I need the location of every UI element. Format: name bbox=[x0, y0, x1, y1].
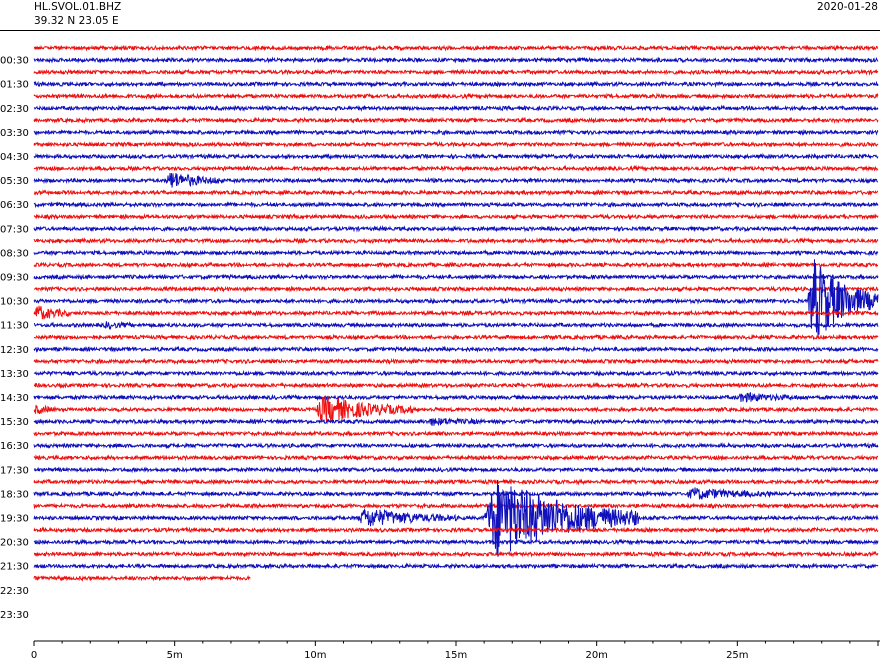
seismic-trace bbox=[33, 391, 879, 403]
hour-tick-label: 22:30 bbox=[0, 586, 29, 597]
seismic-trace bbox=[33, 333, 879, 342]
seismic-trace bbox=[33, 478, 879, 486]
seismic-trace bbox=[33, 164, 879, 173]
seismic-trace bbox=[33, 285, 879, 293]
header-divider bbox=[0, 30, 880, 31]
hour-tick-label: 00:30 bbox=[0, 56, 29, 67]
seismic-trace bbox=[33, 116, 879, 125]
seismic-trace bbox=[33, 104, 879, 112]
hour-tick-label: 14:30 bbox=[0, 393, 29, 404]
hour-tick-label: 05:30 bbox=[0, 176, 29, 187]
seismic-trace bbox=[33, 562, 879, 570]
seismic-trace bbox=[33, 417, 879, 427]
x-tick-label: 20m bbox=[585, 650, 607, 660]
hour-tick-label: 01:30 bbox=[0, 80, 29, 91]
seismic-trace bbox=[33, 487, 879, 500]
seismic-trace bbox=[33, 320, 879, 331]
hour-tick-label: 19:30 bbox=[0, 514, 29, 525]
hour-tick-label: 02:30 bbox=[0, 104, 29, 115]
hour-tick-label: 07:30 bbox=[0, 224, 29, 235]
x-tick-label: 10m bbox=[304, 650, 326, 660]
x-tick-label: 25m bbox=[726, 650, 748, 660]
seismic-trace bbox=[33, 152, 879, 161]
seismic-trace bbox=[33, 550, 879, 558]
seismic-trace bbox=[33, 261, 879, 269]
hour-tick-label: 16:30 bbox=[0, 441, 29, 452]
seismic-trace bbox=[33, 345, 879, 354]
hour-tick-label: 11:30 bbox=[0, 321, 29, 332]
hour-tick-label: 03:30 bbox=[0, 128, 29, 139]
seismic-trace bbox=[33, 188, 879, 197]
seismic-trace bbox=[33, 224, 879, 233]
station-coordinates: 39.32 N 23.05 E bbox=[34, 15, 119, 27]
hour-tick-label: 04:30 bbox=[0, 152, 29, 163]
seismic-trace bbox=[33, 249, 879, 257]
seismic-trace bbox=[33, 395, 879, 423]
seismic-trace bbox=[33, 479, 879, 557]
hour-tick-label: 17:30 bbox=[0, 465, 29, 476]
hour-tick-label: 06:30 bbox=[0, 200, 29, 211]
seismic-trace bbox=[33, 140, 879, 148]
hour-tick-label: 20:30 bbox=[0, 538, 29, 549]
seismic-trace bbox=[33, 56, 879, 64]
x-tick-label: 15m bbox=[445, 650, 467, 660]
seismic-trace bbox=[33, 429, 879, 438]
seismic-trace bbox=[33, 172, 878, 188]
hour-tick-label: 23:30 bbox=[0, 610, 29, 621]
seismic-trace bbox=[33, 237, 879, 245]
seismic-trace bbox=[33, 128, 879, 137]
seismic-trace bbox=[33, 212, 879, 221]
hour-tick-label: 10:30 bbox=[0, 297, 29, 308]
seismic-trace bbox=[33, 44, 879, 52]
hour-tick-label: 12:30 bbox=[0, 345, 29, 356]
seismic-trace bbox=[33, 369, 879, 377]
hour-tick-label: 08:30 bbox=[0, 248, 29, 259]
x-tick-label: 5m bbox=[167, 650, 183, 660]
hour-tick-label: 09:30 bbox=[0, 273, 29, 284]
record-date: 2020-01-28 bbox=[816, 1, 878, 13]
seismic-trace bbox=[33, 538, 879, 546]
hour-tick-label: 18:30 bbox=[0, 489, 29, 500]
seismic-trace bbox=[33, 305, 879, 320]
seismic-trace bbox=[33, 574, 251, 582]
seismic-trace bbox=[33, 381, 879, 390]
seismic-trace bbox=[33, 441, 879, 450]
hour-tick-label: 21:30 bbox=[0, 562, 29, 573]
seismic-trace bbox=[33, 68, 879, 76]
seismic-trace bbox=[33, 465, 879, 474]
seismic-trace bbox=[33, 526, 879, 534]
seismic-trace bbox=[33, 80, 879, 88]
x-tick-label: 0 bbox=[31, 650, 37, 660]
hour-tick-label: 15:30 bbox=[0, 417, 29, 428]
seismic-trace bbox=[33, 502, 879, 510]
station-code: HL.SVOL.01.BHZ bbox=[34, 1, 122, 13]
hour-tick-label: 13:30 bbox=[0, 369, 29, 380]
seismic-trace bbox=[33, 273, 879, 281]
seismic-trace bbox=[33, 201, 879, 209]
seismic-trace bbox=[33, 357, 879, 366]
seismic-trace bbox=[33, 454, 879, 462]
seismic-trace bbox=[33, 259, 879, 336]
seismic-trace bbox=[33, 92, 879, 100]
